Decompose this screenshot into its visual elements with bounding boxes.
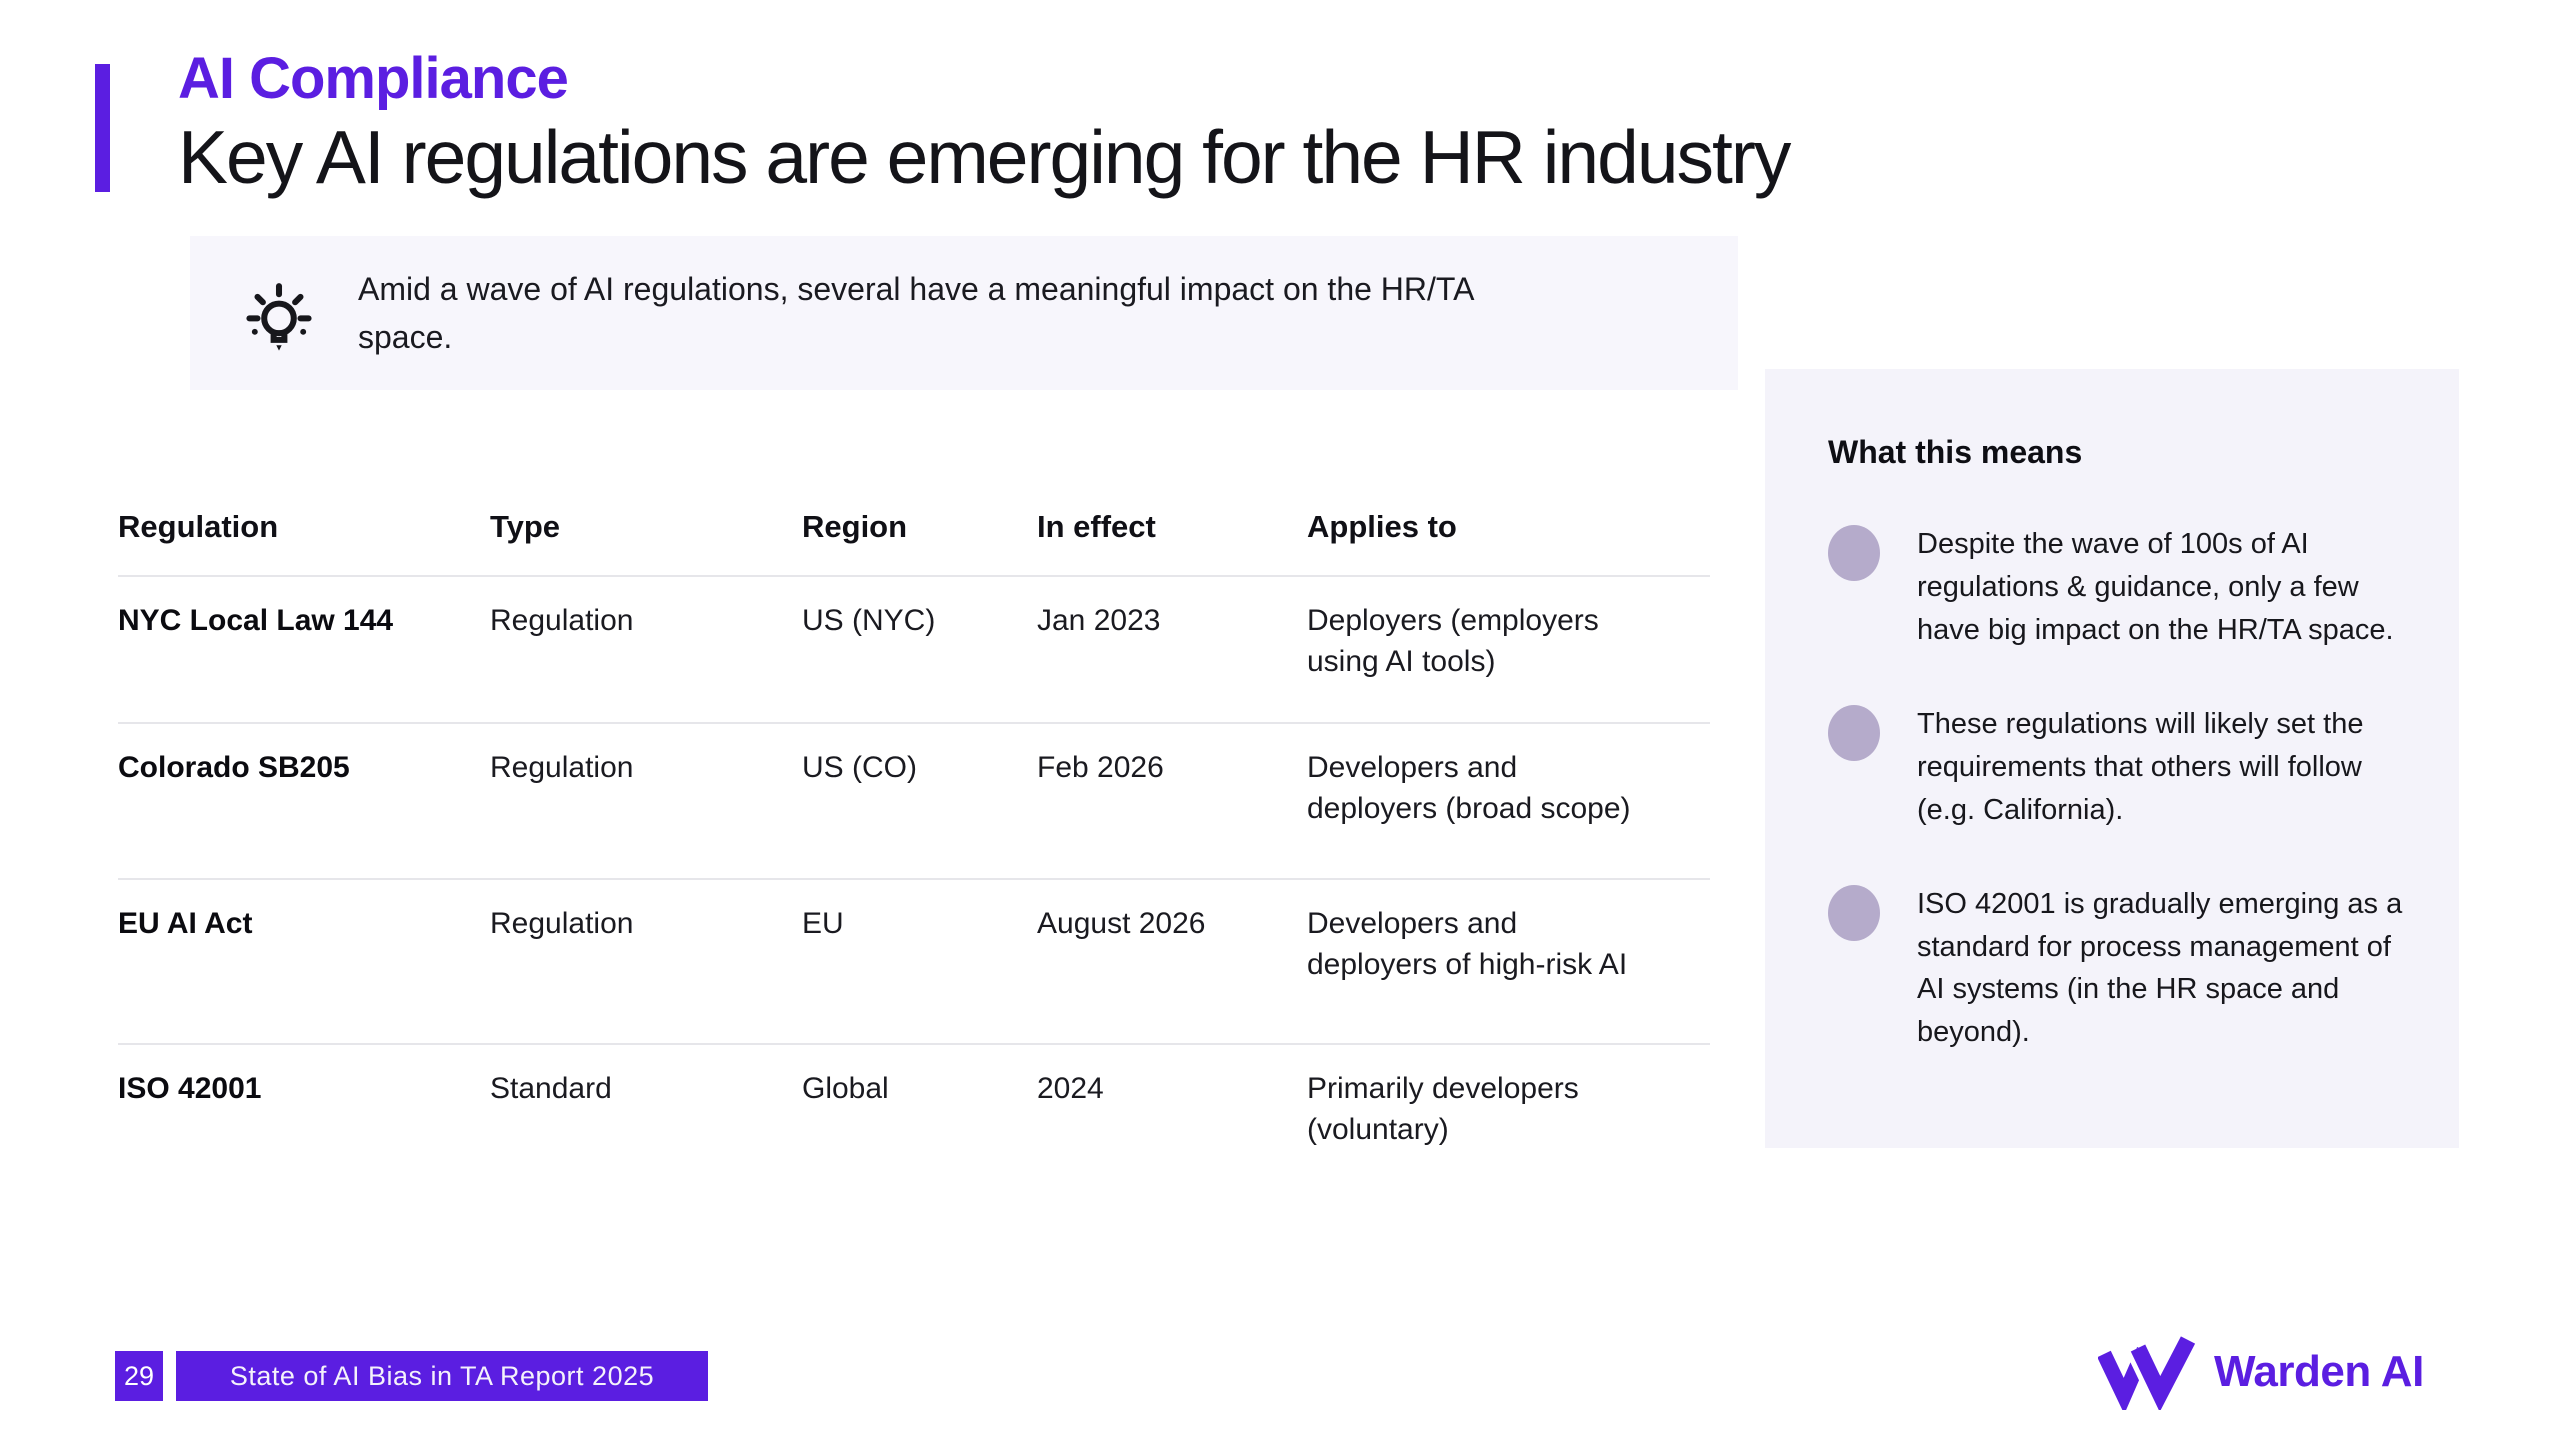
bullet-text: These regulations will likely set the re… [1917,708,2364,826]
cell-in-effect: Jan 2023 [1037,604,1161,638]
cell-type: Regulation [490,751,634,785]
cell-applies-to: Developers and deployers of high-risk AI [1307,907,1628,981]
list-item: ISO 42001 is gradually emerging as a sta… [1828,883,2409,1054]
cell-regulation: EU AI Act [118,907,253,941]
cell-region: US (NYC) [802,604,936,638]
cell-in-effect: August 2026 [1037,907,1206,941]
section-eyebrow: AI Compliance [178,46,569,111]
column-header-regulation: Regulation [118,509,279,544]
brand-name: Warden AI [2214,1347,2424,1396]
cell-regulation: ISO 42001 [118,1072,262,1106]
header: AI Compliance Key AI regulations are eme… [178,46,1791,199]
cell-type: Standard [490,1072,612,1106]
panel-bullets: Despite the wave of 100s of AI regulatio… [1828,523,2409,1053]
bullet-text: ISO 42001 is gradually emerging as a sta… [1917,888,2403,1049]
cell-in-effect: Feb 2026 [1037,751,1164,785]
cell-region: Global [802,1072,889,1106]
cell-region: US (CO) [802,751,917,785]
table-row: Colorado SB205 Regulation US (CO) Feb 20… [118,724,1710,881]
table-header-row: Regulation Type Region In effect Applies… [118,508,1710,578]
cell-region: EU [802,907,844,941]
table-row: NYC Local Law 144 Regulation US (NYC) Ja… [118,577,1710,725]
column-header-applies-to: Applies to [1307,509,1457,544]
bullet-dot-icon [1828,705,1880,762]
bullet-dot-icon [1828,525,1880,582]
cell-applies-to: Deployers (employers using AI tools) [1307,604,1599,678]
cell-type: Regulation [490,604,634,638]
regulations-table: Regulation Type Region In effect Applies… [118,508,1710,1160]
list-item: These regulations will likely set the re… [1828,703,2409,831]
bullet-text: Despite the wave of 100s of AI regulatio… [1917,528,2394,646]
panel-heading: What this means [1828,434,2083,470]
lightbulb-icon [236,267,322,359]
cell-regulation: NYC Local Law 144 [118,604,394,638]
cell-applies-to: Developers and deployers (broad scope) [1307,751,1631,825]
cell-applies-to: Primarily developers (voluntary) [1307,1072,1579,1146]
page-title: Key AI regulations are emerging for the … [178,115,1791,199]
cell-in-effect: 2024 [1037,1072,1104,1106]
report-title-badge: State of AI Bias in TA Report 2025 [176,1351,708,1401]
list-item: Despite the wave of 100s of AI regulatio… [1828,523,2409,651]
table-row: ISO 42001 Standard Global 2024 Primarily… [118,1045,1710,1160]
callout-text: Amid a wave of AI regulations, several h… [358,271,1473,355]
accent-bar [95,64,110,192]
warden-logo-mark [2098,1334,2198,1410]
key-insight-callout: Amid a wave of AI regulations, several h… [190,236,1738,390]
brand-logo: Warden AI [2098,1334,2424,1410]
column-header-region: Region [802,509,908,544]
bullet-dot-icon [1828,885,1880,942]
what-this-means-panel: What this means Despite the wave of 100s… [1765,369,2459,1148]
column-header-in-effect: In effect [1037,509,1156,544]
cell-type: Regulation [490,907,634,941]
cell-regulation: Colorado SB205 [118,751,350,785]
page-number-badge: 29 [115,1351,163,1401]
table-row: EU AI Act Regulation EU August 2026 Deve… [118,880,1710,1046]
column-header-type: Type [490,509,561,544]
